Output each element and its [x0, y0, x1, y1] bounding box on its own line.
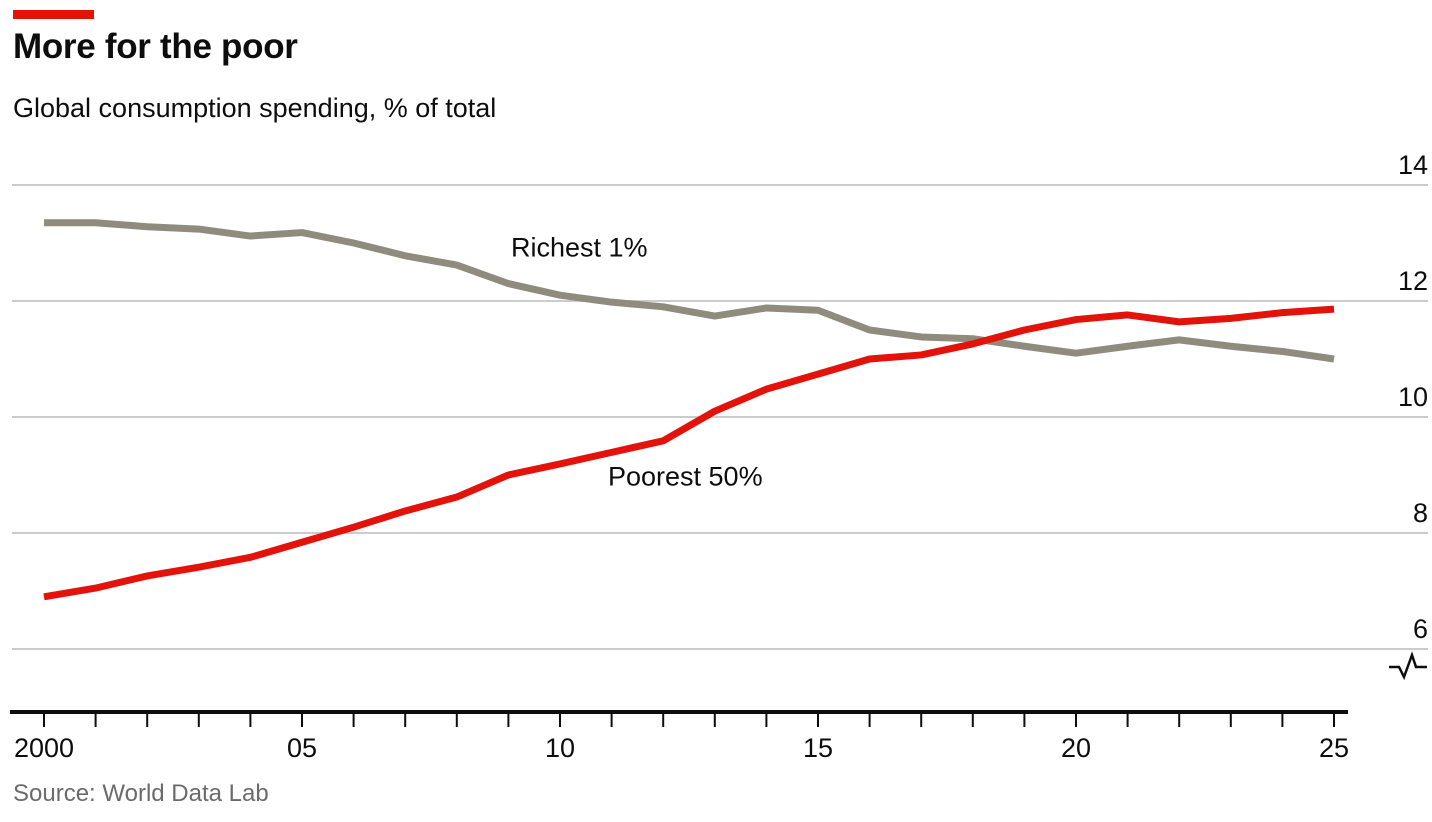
y-axis-label: 8 [1413, 498, 1428, 528]
x-axis-tick-label: 2000 [14, 733, 74, 763]
series-label-poorest-50pct: Poorest 50% [608, 462, 763, 492]
x-axis-tick-label: 05 [287, 733, 317, 763]
series-label-richest-1pct: Richest 1% [511, 233, 648, 263]
y-axis-label: 14 [1398, 150, 1428, 180]
chart-subtitle: Global consumption spending, % of total [13, 93, 497, 123]
chart-title: More for the poor [13, 27, 298, 66]
x-axis-tick-label: 10 [545, 733, 575, 763]
y-axis-label: 10 [1398, 382, 1428, 412]
x-axis-tick-label: 20 [1061, 733, 1091, 763]
poorest-50pct-line [43, 305, 1335, 601]
source-note: Source: World Data Lab [13, 780, 269, 807]
accent-tab [13, 10, 94, 19]
y-axis-label: 12 [1398, 266, 1428, 296]
richest-1pct-line [44, 219, 1335, 363]
axis-break-squiggle-icon [1389, 651, 1427, 681]
y-axis-label: 6 [1413, 614, 1428, 644]
x-axis-tick-label: 15 [803, 733, 833, 763]
x-axis-tick-label: 25 [1319, 733, 1349, 763]
